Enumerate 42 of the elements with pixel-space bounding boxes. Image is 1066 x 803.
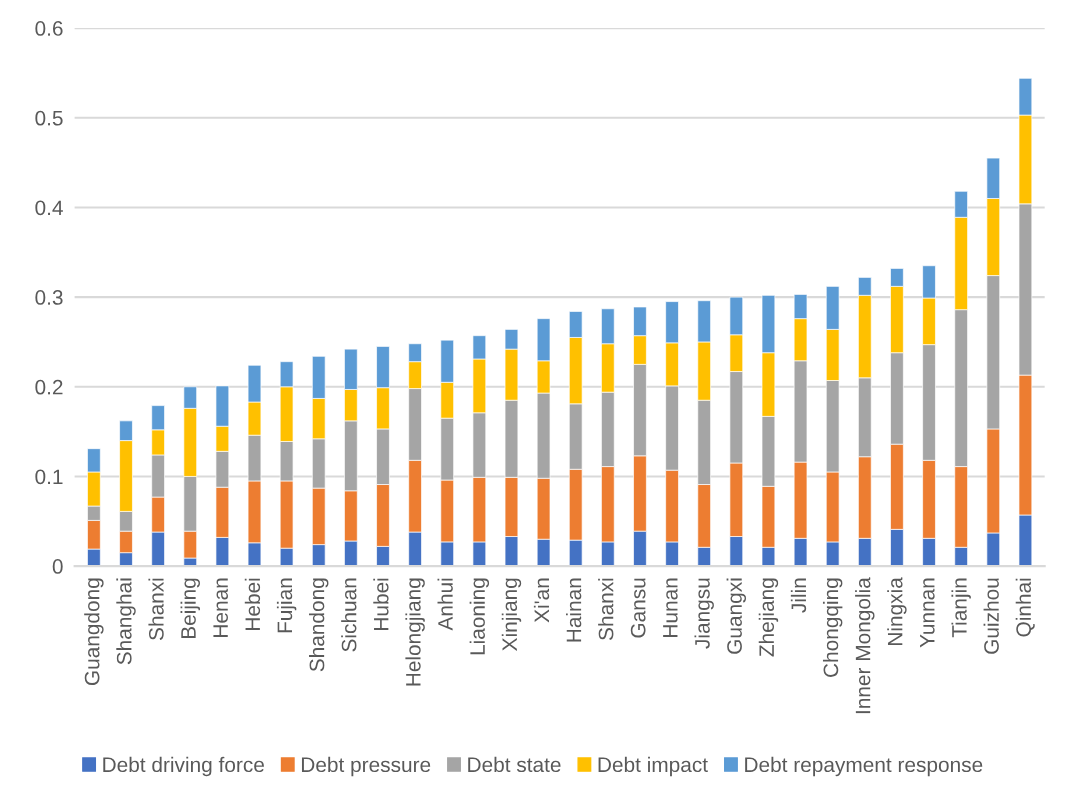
x-tick-label: Liaoning [469,578,490,655]
legend-label: Debt driving force [103,756,264,777]
x-tick-label: Hubei [373,578,389,630]
x-tick-label: Hebei [244,578,261,630]
x-tick-label: Henan [213,578,228,637]
x-tick-label: Jilin [790,578,807,613]
x-tick-label: Xi'an [533,578,550,623]
x-tick-label: Shandong [309,578,329,672]
y-tick-label: 0 [52,559,63,574]
x-tick-label: Shanxi [148,578,164,640]
x-tick-label: Shanxi [598,578,614,640]
x-tick-label: Helongjiang [405,578,425,686]
x-tick-label: Guangxi [726,578,747,654]
x-tick-label: Gansu [630,578,646,638]
x-tick-label: Sichuan [341,578,357,652]
legend-label: Debt impact [598,756,708,777]
y-tick-label: 0.6 [35,21,63,36]
x-tick-label: Beijing [180,578,200,639]
y-tick-label: 0.3 [35,290,63,305]
x-tick-label: Guangdong [84,578,104,686]
x-tick-label: Shanghai [116,578,136,665]
x-tick-label: Guizhou [983,578,999,654]
x-tick-label: Ningxia [887,577,907,645]
x-tick-label: Hunan [663,578,678,637]
x-tick-label: Fujian [276,578,297,633]
y-tick-label: 0.1 [35,469,63,485]
x-tick-label: Qinhai [1015,578,1035,637]
x-tick-label: Xinjiang [501,578,522,651]
legend-label: Debt state [468,756,561,773]
x-tick-label: Zhejiang [758,578,779,657]
x-tick-label: Yunnan [920,578,935,648]
y-tick-label: 0.4 [35,200,63,216]
x-tick-label: Jiangsu [694,578,714,649]
legend-label: Debt repayment response [745,756,983,777]
x-tick-label: Inner Mongolia [855,577,875,714]
y-tick-label: 0.2 [35,379,63,395]
x-tick-label: Hainan [566,578,582,642]
x-tick-label: Chongqing [822,578,843,677]
y-tick-label: 0.5 [35,110,63,126]
x-tick-label: Anhui [437,578,453,631]
x-tick-label: Tianjin [951,578,971,638]
legend-label: Debt pressure [301,756,431,777]
